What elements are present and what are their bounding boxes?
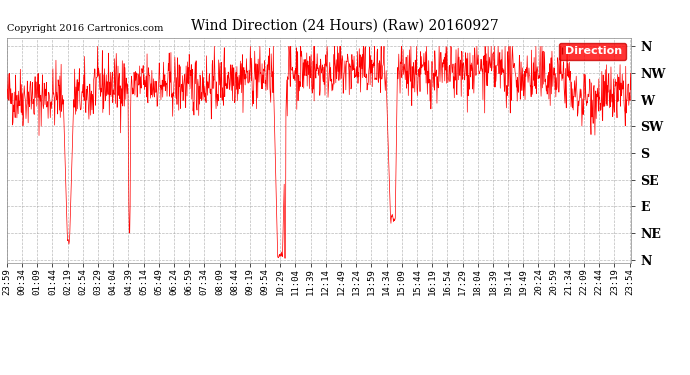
Legend: Direction: Direction [559, 43, 626, 60]
Text: Wind Direction (24 Hours) (Raw) 20160927: Wind Direction (24 Hours) (Raw) 20160927 [191, 19, 499, 33]
Text: Copyright 2016 Cartronics.com: Copyright 2016 Cartronics.com [7, 24, 164, 33]
